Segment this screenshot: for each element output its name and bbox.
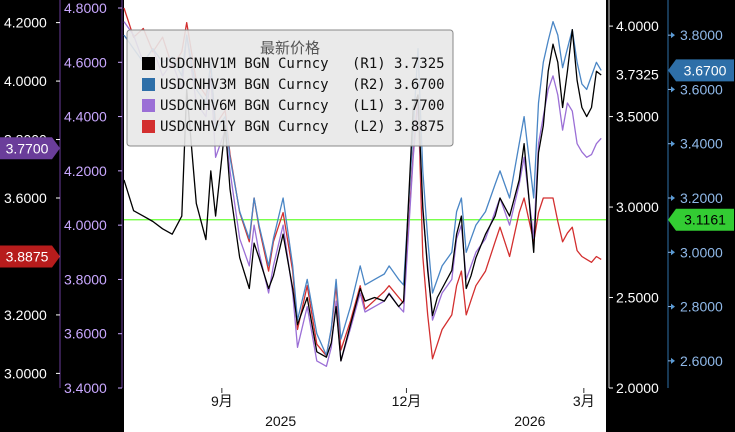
tick-label-L1: 3.4000 [64,380,107,396]
tick-arrow-R2 [671,249,675,256]
value-tags: 3.6700 3.7325 3.1161 3.7700 3.8875 [0,59,734,268]
tick-label-R1: 3.5000 [616,109,659,125]
legend: 最新价格 USDCNHV1M BGN Curncy (R1) 3.7325 USDCN… [126,29,454,147]
tick-label-R1: 3.0000 [616,199,659,215]
x-axis-band [124,388,606,432]
legend-axis-ref: (R2) [352,77,386,93]
tick-label-R1: 4.0000 [616,18,659,34]
legend-last-value: 3.6700 [394,77,445,93]
x-axis: 9月 12月 3月 2025 2026 [211,388,595,429]
tick-label-R2: 3.4000 [680,136,723,152]
legend-swatch-6M [142,99,155,112]
x-year-label: 2025 [265,413,296,429]
tick-label-R2: 3.2000 [680,190,723,206]
legend-last-value: 3.7325 [394,56,445,72]
tick-label-L1: 3.8000 [64,271,107,287]
legend-last-value: 3.8875 [394,119,445,135]
tick-arrow-R2 [671,357,675,364]
value-tag-label-L: 3.8875 [6,248,49,264]
tick-label-L2: 3.2000 [4,307,47,323]
value-tag-R2 [668,59,734,82]
legend-title: 最新价格 [260,40,320,57]
tick-label-R1: 2.0000 [616,380,659,396]
tick-label-L2: 4.2000 [4,15,47,31]
tick-label-R2: 3.6000 [680,81,723,97]
legend-axis-ref: (L1) [352,98,386,114]
x-month-label: 9月 [211,393,233,409]
value-tag-label-reference: 3.1161 [684,212,726,228]
tick-arrow-R2 [671,32,675,39]
legend-axis-ref: (R1) [352,56,386,72]
legend-swatch-3M [142,78,155,91]
legend-last-value: 3.7700 [394,98,445,114]
x-month-label: 12月 [392,393,422,409]
tick-label-L2: 3.6000 [4,190,47,206]
tick-label-L1: 4.4000 [64,109,107,125]
tick-label-L1: 3.6000 [64,326,107,342]
legend-swatch-1Y [142,120,155,133]
legend-box [126,29,454,147]
tick-label-L1: 4.0000 [64,217,107,233]
legend-series-name: USDCNHV1M BGN Curncy [160,56,329,72]
legend-series-name: USDCNHV6M BGN Curncy [160,98,329,114]
series-line-1M [123,29,602,362]
legend-swatch-1M [142,57,155,70]
tick-label-L2: 3.0000 [4,365,47,381]
tick-arrow-R2 [671,195,675,201]
legend-series-name: USDCNHV3M BGN Curncy [160,77,329,93]
axes-layer: 4.2000 4.0000 3.8000 3.6000 3.4000 3.2000 3.00… [4,0,723,396]
tick-arrow-R2 [671,303,675,310]
value-tag-L [0,245,60,268]
tick-label-R2: 3.0000 [680,244,723,260]
tick-label-R1: 2.5000 [616,290,659,306]
tick-arrow-R2 [671,86,675,93]
legend-axis-ref: (L2) [352,119,386,135]
tick-label-R2: 2.8000 [680,299,723,315]
tick-arrow-R2 [671,140,675,147]
tick-label-L2: 4.0000 [4,73,47,89]
legend-series-name: USDCNHV1Y BGN Curncy [160,119,329,135]
value-tag-label-R1: 3.7325 [616,67,659,83]
tick-label-L1: 4.2000 [64,163,107,179]
tick-label-L1: 4.8000 [64,0,107,16]
value-tag-label-R2: 3.6700 [684,62,727,78]
x-month-label: 3月 [573,393,595,409]
x-year-label: 2026 [514,413,545,429]
value-tag-label-L: 3.7700 [6,140,49,156]
tick-label-L1: 4.6000 [64,54,107,70]
value-tag-reference [668,208,734,231]
tick-label-R2: 2.6000 [680,353,723,369]
value-tag-L [0,137,60,160]
tick-label-R2: 3.8000 [680,27,723,43]
